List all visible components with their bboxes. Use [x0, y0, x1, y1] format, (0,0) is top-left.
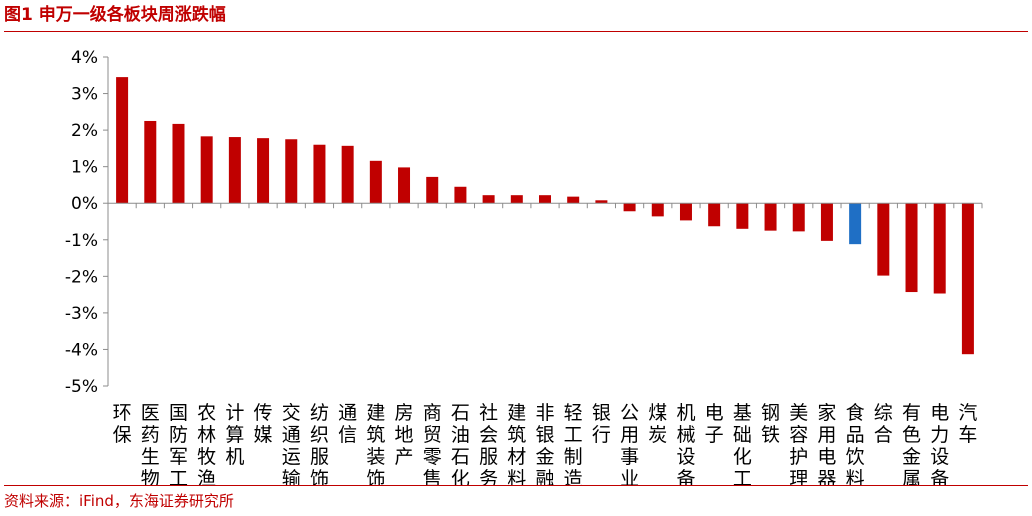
- bar: [820, 203, 833, 241]
- bars: [116, 77, 974, 355]
- x-tick-label: 石油石化: [451, 402, 470, 486]
- bar: [200, 136, 213, 204]
- x-tick-label: 交通运输: [282, 402, 301, 486]
- x-tick-label: 医药生物: [141, 402, 160, 486]
- x-tick-labels: 环保医药生物国防军工农林牧渔计算机传媒交通运输纺织服饰通信建筑装饰房地产商贸零售…: [113, 402, 978, 486]
- x-tick-label: 汽车: [958, 402, 977, 446]
- x-tick-label: 电子: [705, 402, 724, 446]
- y-tick-label: -3%: [65, 304, 98, 324]
- x-tick-label: 有色金属: [902, 402, 921, 486]
- x-tick-label: 环保: [113, 402, 132, 446]
- y-tick-label: 3%: [71, 85, 98, 105]
- bar: [961, 203, 974, 355]
- x-tick-label: 公用事业: [620, 402, 639, 486]
- bar: [623, 203, 636, 212]
- bar: [651, 203, 664, 217]
- bar: [877, 203, 890, 276]
- bar: [792, 203, 805, 232]
- x-tick-label: 纺织服饰: [310, 402, 329, 486]
- x-tick-label: 综合: [874, 402, 893, 446]
- x-tick-label: 美容护理: [789, 402, 808, 486]
- x-tick-label: 国防军工: [169, 402, 188, 486]
- x-tick-label: 机械设备: [676, 402, 695, 486]
- bar: [905, 203, 918, 293]
- source-note: 资料来源：iFind，东海证券研究所: [4, 492, 234, 510]
- bar: [116, 77, 129, 204]
- bar: [172, 123, 185, 204]
- y-tick-label: 0%: [71, 194, 98, 214]
- bar: [144, 120, 157, 204]
- bar: [313, 144, 326, 204]
- x-tick-label: 轻工制造: [564, 402, 583, 486]
- bar: [341, 145, 354, 204]
- x-tick-label: 计算机: [225, 402, 244, 468]
- bar: [539, 195, 551, 204]
- bar: [595, 200, 608, 204]
- x-tick-label: 食品饮料: [846, 402, 865, 486]
- x-tick-label: 传媒: [254, 402, 273, 446]
- bar: [736, 203, 749, 229]
- x-tick-label: 非银金融: [535, 402, 554, 486]
- x-tick-label: 商贸零售: [423, 402, 442, 486]
- bar: [708, 203, 721, 227]
- bar: [933, 203, 946, 294]
- bar: [482, 195, 495, 204]
- bar: [398, 167, 411, 204]
- y-tick-label: -4%: [65, 340, 98, 360]
- x-axis: [107, 202, 983, 209]
- x-tick-label: 钢铁: [761, 402, 780, 446]
- y-tick-label: -2%: [65, 267, 98, 287]
- x-tick-label: 煤炭: [648, 402, 667, 446]
- y-tick-label: -5%: [65, 377, 98, 397]
- y-tick-label: 4%: [71, 48, 98, 68]
- top-rule: [4, 31, 1028, 32]
- bar: [510, 195, 523, 204]
- y-tick-label: 2%: [71, 121, 98, 141]
- x-tick-label: 家用电器: [817, 402, 836, 486]
- bar: [369, 160, 382, 204]
- figure-title: 图1 申万一级各板块周涨跌幅: [4, 5, 226, 25]
- x-tick-label: 建筑材料: [507, 402, 526, 486]
- x-tick-label: 社会服务: [479, 402, 498, 486]
- x-tick-label: 银行: [592, 402, 611, 446]
- bar: [228, 137, 241, 204]
- x-tick-label: 建筑装饰: [366, 402, 385, 486]
- bar: [257, 138, 270, 204]
- x-tick-label: 基础化工: [733, 402, 752, 486]
- y-tick-label: 1%: [71, 158, 98, 178]
- x-tick-label: 农林牧渔: [197, 402, 216, 486]
- bar: [285, 139, 298, 204]
- bar: [764, 203, 777, 231]
- bar: [426, 176, 439, 204]
- bar: [567, 196, 580, 204]
- y-tick-label: -1%: [65, 231, 98, 251]
- bar: [679, 203, 692, 221]
- x-tick-label: 电力设备: [930, 402, 949, 486]
- bar: [454, 186, 467, 204]
- x-tick-label: 通信: [338, 402, 357, 446]
- y-axis: 4% 3% 2% 1% 0% -1% -2% -3% -4% -5%: [65, 48, 109, 397]
- figure-header: 图1 申万一级各板块周涨跌幅: [4, 2, 1028, 28]
- x-tick-label: 房地产: [395, 402, 414, 468]
- bottom-rule: [4, 485, 1028, 486]
- bar-chart: 4% 3% 2% 1% 0% -1% -2% -3% -4% -5% 环保医药生物国防军工农林牧渔…: [65, 48, 983, 486]
- bar: [849, 203, 862, 245]
